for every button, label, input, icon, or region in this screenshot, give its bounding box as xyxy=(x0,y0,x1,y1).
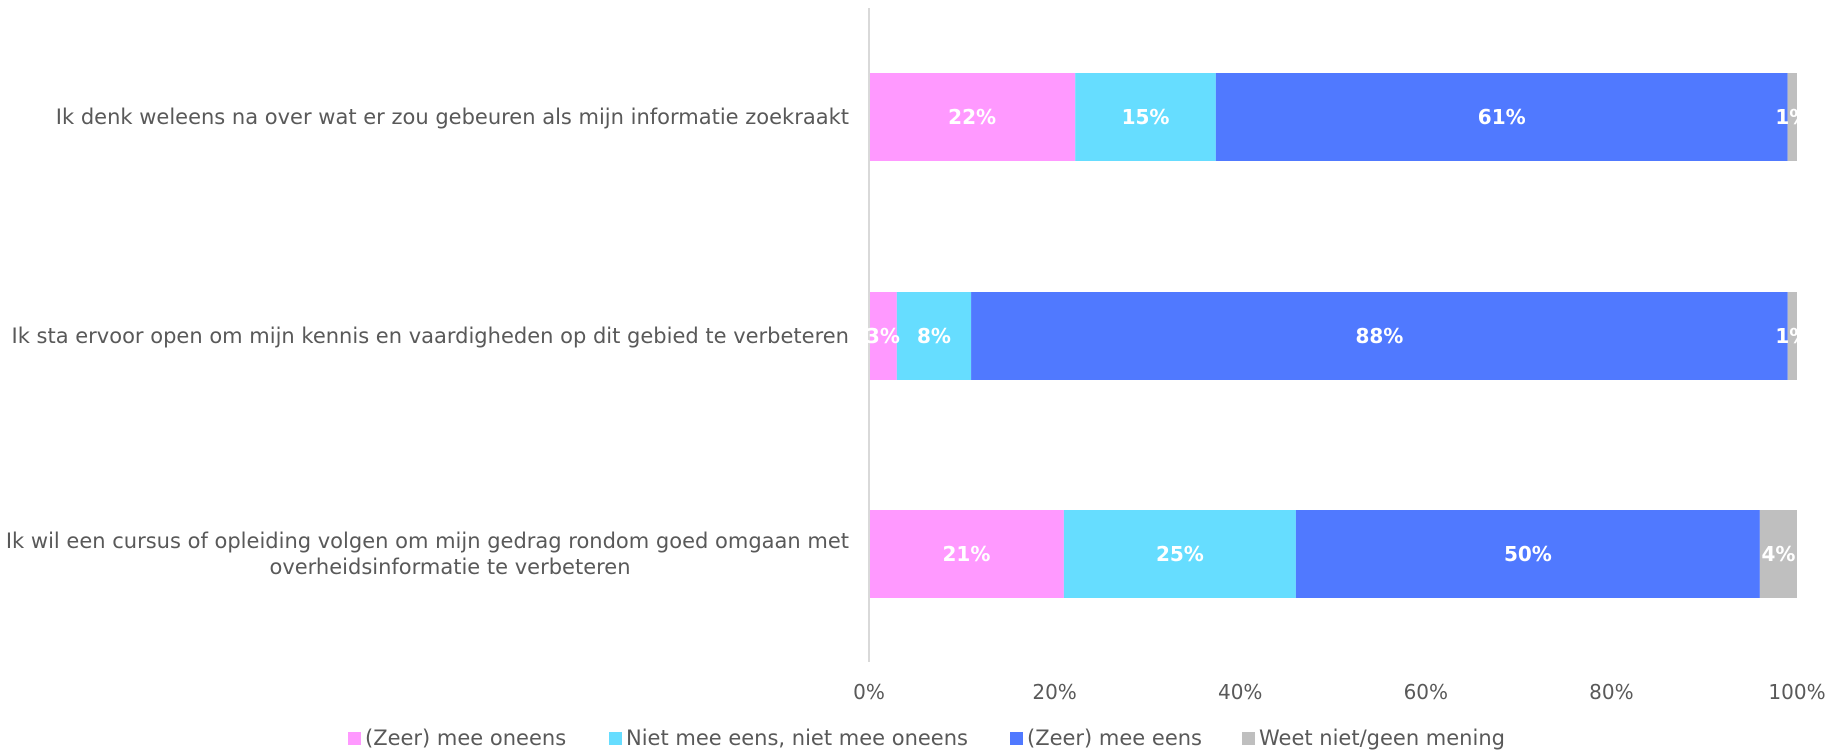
legend-swatch xyxy=(348,732,361,745)
data-label: 1% xyxy=(1775,324,1809,348)
data-label: 4% xyxy=(1761,542,1795,566)
category-label: Ik denk weleens na over wat er zou gebeu… xyxy=(56,105,849,129)
data-label: 1% xyxy=(1775,105,1809,129)
bar-segment xyxy=(1063,510,1296,598)
category-label: Ik sta ervoor open om mijn kennis en vaa… xyxy=(12,324,850,348)
x-tick-label: 60% xyxy=(1404,680,1448,704)
x-axis-ticks: 0% 20% 40% 60% 80% 100% xyxy=(853,680,1825,704)
bar-segment xyxy=(1215,73,1788,161)
legend-swatch xyxy=(609,732,622,745)
x-tick-label: 100% xyxy=(1768,680,1825,704)
bar-segment xyxy=(1295,510,1760,598)
data-label: 88% xyxy=(1355,324,1403,348)
bar-segment xyxy=(1787,73,1797,161)
data-label: 50% xyxy=(1504,542,1552,566)
x-tick-label: 80% xyxy=(1589,680,1633,704)
bar-segment xyxy=(1787,292,1797,380)
bar-segment xyxy=(869,292,897,380)
legend-label: Weet niet/geen mening xyxy=(1259,726,1505,750)
bar-segment xyxy=(971,292,1788,380)
bar-segment xyxy=(1075,73,1216,161)
data-label: 15% xyxy=(1122,105,1170,129)
bars-layer xyxy=(869,73,1797,598)
data-label: 25% xyxy=(1156,542,1204,566)
legend-swatch xyxy=(1010,732,1023,745)
data-label: 22% xyxy=(948,105,996,129)
x-tick-label: 20% xyxy=(1032,680,1076,704)
x-tick-label: 40% xyxy=(1218,680,1262,704)
data-label: 21% xyxy=(943,542,991,566)
bar-segment xyxy=(896,292,972,380)
legend-swatch xyxy=(1242,732,1255,745)
bar-segment xyxy=(1759,510,1797,598)
legend-label: (Zeer) mee oneens xyxy=(365,726,566,750)
data-label: 8% xyxy=(917,324,951,348)
data-label: 3% xyxy=(866,324,900,348)
category-label: Ik wil een cursus of opleiding volgen om… xyxy=(6,529,849,553)
x-tick-label: 0% xyxy=(853,680,885,704)
category-label: overheidsinformatie te verbeteren xyxy=(269,555,630,579)
data-label: 61% xyxy=(1478,105,1526,129)
labels-layer: 22% 15% 61% 1% Ik denk weleens na over wat e… xyxy=(6,105,1809,579)
bar-segment xyxy=(869,510,1064,598)
legend-label: Niet mee eens, niet mee oneens xyxy=(626,726,968,750)
legend-label: (Zeer) mee eens xyxy=(1027,726,1202,750)
legend: (Zeer) mee oneens Niet mee eens, niet mee… xyxy=(348,726,1505,750)
bar-segment xyxy=(869,73,1076,161)
